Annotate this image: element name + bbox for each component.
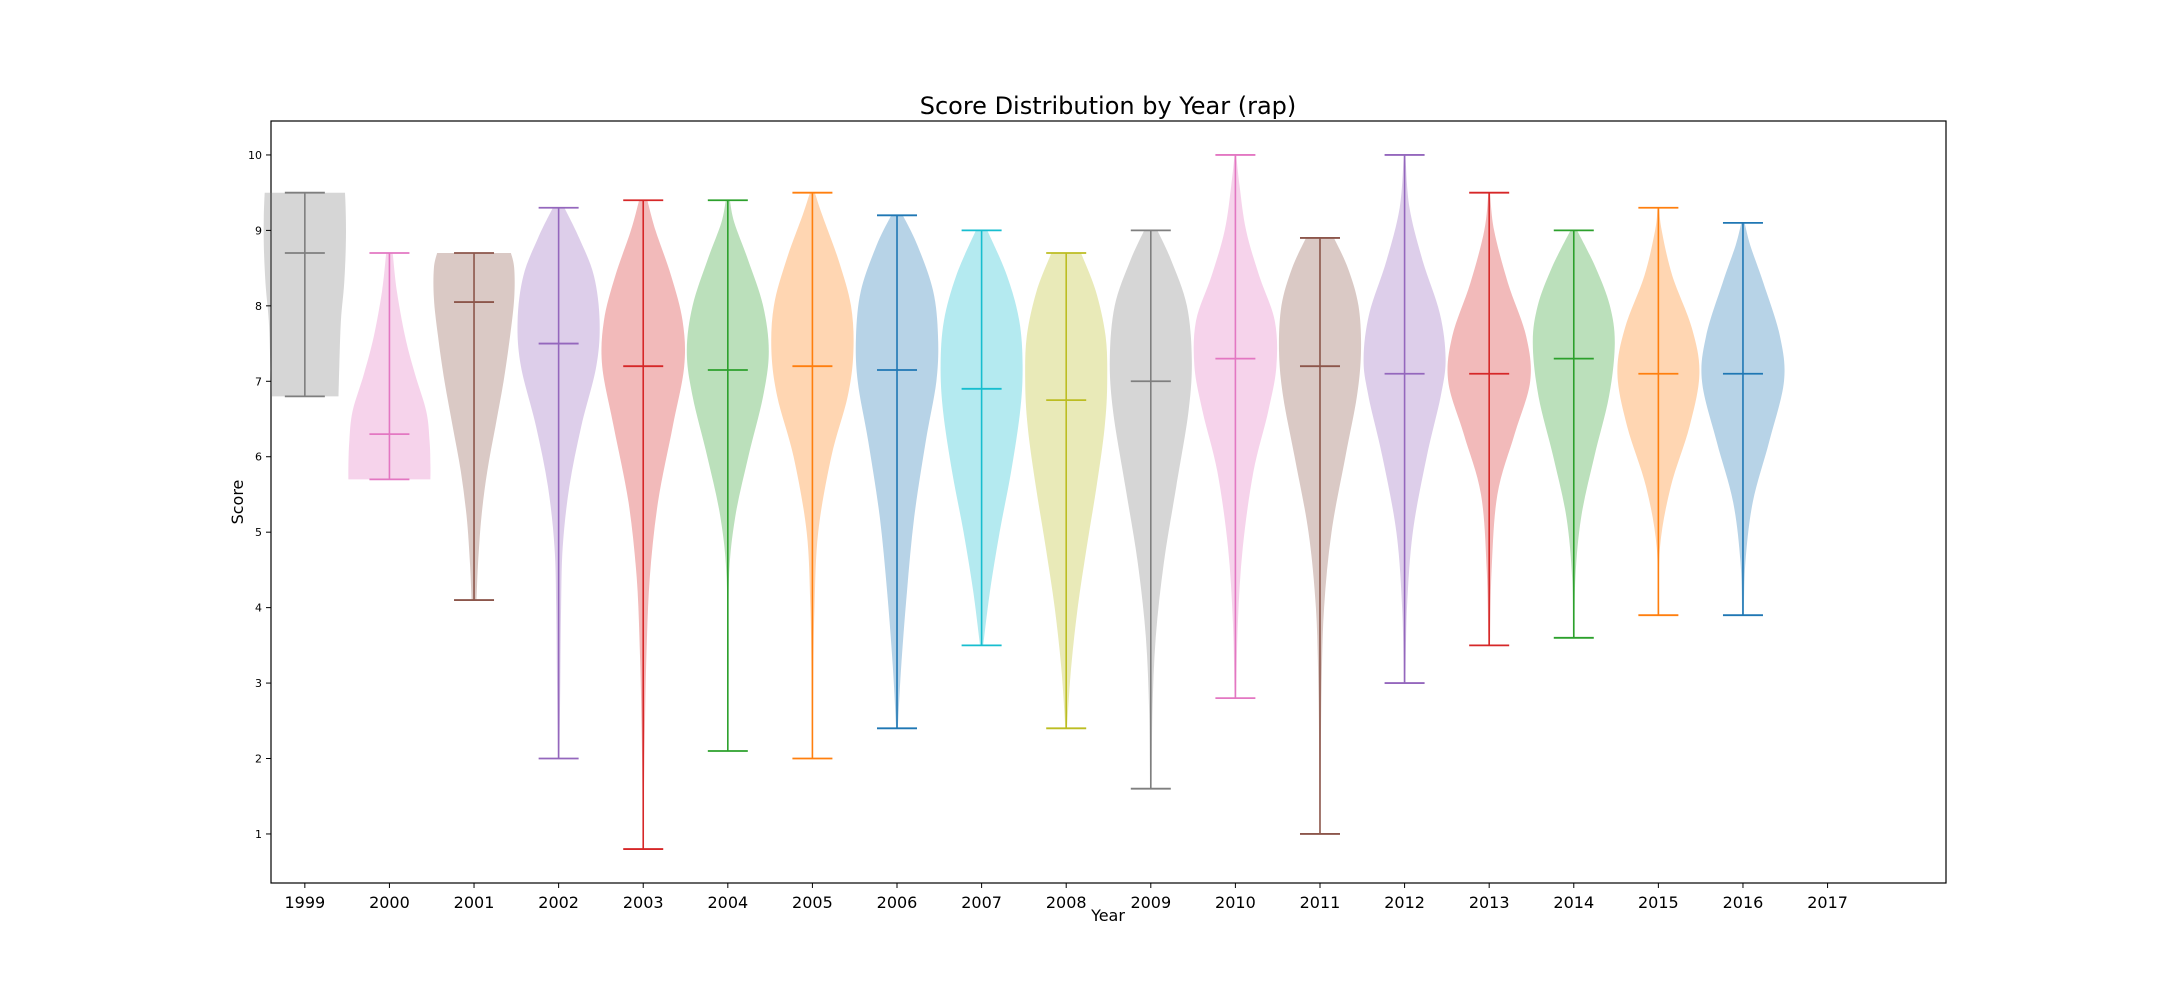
x-tick-label: 2006 — [877, 893, 918, 912]
y-axis: 1 2 3 4 5 6 7 8 9 10 — [248, 149, 271, 841]
violin-2006 — [855, 214, 939, 730]
x-tick-label: 2010 — [1215, 893, 1256, 912]
x-axis: 1999 2000 2001 2002 2003 2004 2005 2006 2007 2008… — [284, 883, 1848, 912]
violin-2015 — [1617, 206, 1700, 617]
x-tick-label: 2000 — [369, 893, 410, 912]
y-tick-label: 3 — [255, 677, 262, 690]
chart-title: Score Distribution by Year (rap) — [920, 92, 1297, 120]
x-tick-label: 2004 — [707, 893, 748, 912]
x-axis-label: Year — [1090, 906, 1125, 925]
x-tick-label: 2016 — [1723, 893, 1764, 912]
y-tick-label: 8 — [255, 300, 262, 313]
x-tick-label: 2011 — [1300, 893, 1341, 912]
x-tick-label: 2001 — [454, 893, 495, 912]
violin-2008 — [1025, 252, 1108, 730]
y-tick-label: 1 — [255, 828, 262, 841]
y-tick-label: 9 — [255, 224, 262, 237]
x-tick-label: 2012 — [1384, 893, 1425, 912]
violin-2016 — [1701, 221, 1785, 617]
x-tick-label: 2005 — [792, 893, 833, 912]
x-tick-label: 2013 — [1469, 893, 1510, 912]
violin-2009 — [1109, 229, 1192, 790]
violin-1999 — [263, 191, 346, 398]
y-axis-label: Score — [228, 480, 247, 525]
violin-2011 — [1278, 237, 1362, 835]
violin-2001 — [433, 252, 515, 601]
y-tick-label: 2 — [255, 753, 262, 766]
violin-2012 — [1363, 154, 1446, 684]
x-tick-label: 2009 — [1130, 893, 1171, 912]
violin-2005 — [771, 191, 854, 760]
x-tick-label: 2008 — [1046, 893, 1087, 912]
violins-group — [263, 154, 1785, 850]
y-tick-label: 7 — [255, 375, 262, 388]
y-tick-label: 10 — [248, 149, 262, 162]
plot-area-frame — [270, 120, 1947, 884]
violin-2010 — [1193, 154, 1278, 700]
y-tick-label: 6 — [255, 451, 262, 464]
y-tick-label: 4 — [255, 602, 262, 615]
x-tick-label: 2014 — [1553, 893, 1594, 912]
violin-2003 — [601, 199, 686, 850]
violin-2004 — [686, 199, 769, 752]
violin-2007 — [940, 229, 1023, 647]
x-tick-label: 2003 — [623, 893, 664, 912]
y-tick-label: 5 — [255, 526, 262, 539]
violin-2013 — [1447, 191, 1531, 647]
violin-2000 — [348, 252, 431, 481]
x-tick-label: 2002 — [538, 893, 579, 912]
violin-2002 — [517, 206, 600, 760]
x-tick-label: 2015 — [1638, 893, 1679, 912]
x-tick-label: 1999 — [284, 893, 325, 912]
x-tick-label: 2007 — [961, 893, 1002, 912]
violin-2014 — [1532, 229, 1615, 639]
x-tick-label: 2017 — [1807, 893, 1848, 912]
